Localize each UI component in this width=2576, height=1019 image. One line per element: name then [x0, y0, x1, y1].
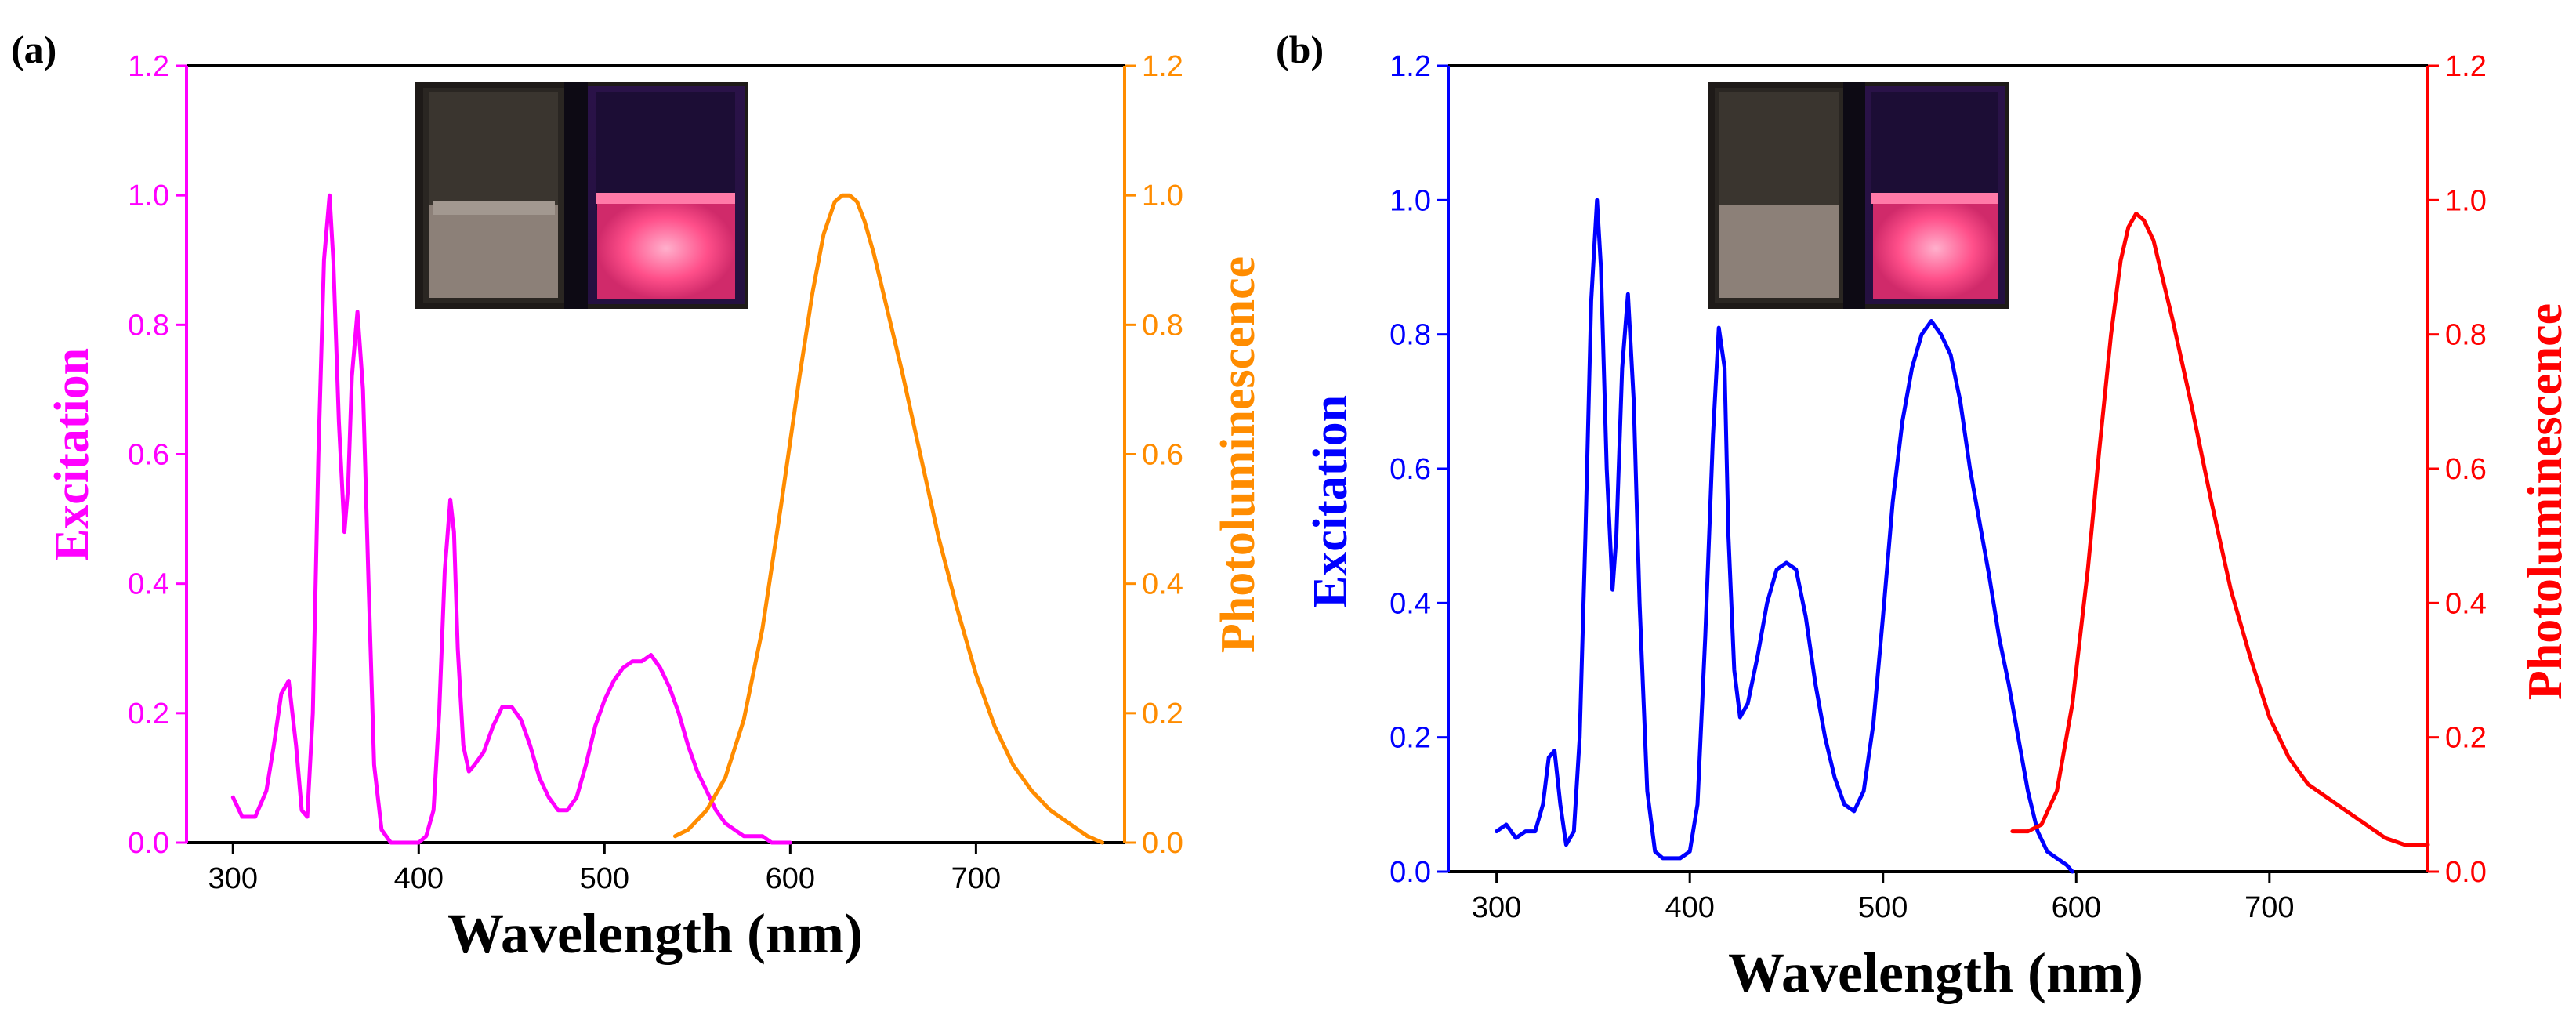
panel-b-left-y-label: Excitation — [1304, 395, 1357, 608]
photoluminescence-line — [2010, 212, 2430, 847]
panel-a-right-y-label: Photoluminescence — [1212, 256, 1265, 653]
panel-a-x-ticks: 300 400 500 600 700 — [208, 843, 1001, 895]
panel-a-series — [230, 193, 1105, 845]
left-y-tick-label: 0.2 — [128, 698, 169, 731]
left-y-tick-label: 1.2 — [1389, 50, 1431, 83]
left-y-tick-label: 0.4 — [128, 568, 169, 601]
left-y-tick-label: 0.6 — [1389, 453, 1431, 486]
right-y-tick-label: 0.8 — [2445, 319, 2487, 352]
panel-b-right-y-label: Photoluminescence — [2519, 303, 2572, 700]
x-tick-label: 500 — [580, 862, 629, 895]
right-y-tick-label: 0.6 — [2445, 453, 2487, 486]
x-tick-label: 700 — [2244, 891, 2294, 924]
excitation-line — [1495, 198, 2074, 874]
panel-a-left-y-label: Excitation — [45, 348, 99, 561]
left-y-tick-label: 0.6 — [128, 439, 169, 472]
right-y-tick-label: 1.2 — [2445, 50, 2487, 83]
panel-b-series — [1495, 198, 2430, 874]
right-y-tick-label: 0.0 — [2445, 856, 2487, 889]
left-y-tick-label: 0.8 — [1389, 319, 1431, 352]
x-tick-label: 600 — [2052, 891, 2101, 924]
panel-b-right-y-ticks: 0.0 0.2 0.4 0.6 0.8 1.0 1.2 — [2428, 50, 2487, 889]
panel-a-right-y-ticks: 0.0 0.2 0.4 0.6 0.8 1.0 1.2 — [1125, 50, 1183, 860]
panel-b-x-ticks: 300 400 500 600 700 — [1472, 872, 2295, 924]
x-tick-label: 400 — [1665, 891, 1714, 924]
right-y-tick-label: 0.6 — [1142, 439, 1183, 472]
left-y-tick-label: 1.0 — [1389, 184, 1431, 217]
left-y-tick-label: 0.4 — [1389, 587, 1431, 620]
right-y-tick-label: 0.2 — [2445, 722, 2487, 755]
right-y-tick-label: 1.2 — [1142, 50, 1183, 83]
panel-b: (b) 300 400 500 600 700 0.0 0.2 0.4 0.6 0.8 1.0 1.… — [1276, 27, 2572, 1004]
panel-b-label: (b) — [1276, 27, 1324, 71]
right-y-tick-label: 1.0 — [1142, 180, 1183, 212]
left-y-tick-label: 1.0 — [128, 180, 169, 212]
excitation-line — [230, 193, 792, 845]
right-y-tick-label: 1.0 — [2445, 184, 2487, 217]
left-y-tick-label: 0.2 — [1389, 722, 1431, 755]
panel-a: (a) 300 400 500 600 700 0.0 0.2 0.4 0.6 0.8 1.0 1.… — [11, 27, 1265, 965]
left-y-tick-label: 0.8 — [128, 309, 169, 342]
panel-b-left-y-ticks: 0.0 0.2 0.4 0.6 0.8 1.0 1.2 — [1389, 50, 1448, 889]
left-y-tick-label: 1.2 — [128, 50, 169, 83]
panel-b-x-label: Wavelength (nm) — [1728, 941, 2143, 1004]
right-y-tick-label: 0.4 — [2445, 587, 2487, 620]
panel-a-inset-photo — [415, 82, 748, 309]
right-y-tick-label: 0.4 — [1142, 568, 1183, 601]
panel-a-label: (a) — [11, 27, 56, 71]
x-tick-label: 400 — [394, 862, 444, 895]
left-y-tick-label: 0.0 — [1389, 856, 1431, 889]
x-tick-label: 600 — [766, 862, 815, 895]
right-y-tick-label: 0.0 — [1142, 827, 1183, 860]
panel-b-inset-photo — [1708, 82, 2009, 309]
panel-a-left-y-ticks: 0.0 0.2 0.4 0.6 0.8 1.0 1.2 — [128, 50, 187, 860]
right-y-tick-label: 0.8 — [1142, 309, 1183, 342]
x-tick-label: 500 — [1858, 891, 1908, 924]
x-tick-label: 700 — [951, 862, 1001, 895]
left-y-tick-label: 0.0 — [128, 827, 169, 860]
panel-a-x-label: Wavelength (nm) — [447, 902, 863, 965]
x-tick-label: 300 — [208, 862, 258, 895]
x-tick-label: 300 — [1472, 891, 1521, 924]
photoluminescence-line — [672, 193, 1105, 845]
right-y-tick-label: 0.2 — [1142, 698, 1183, 731]
